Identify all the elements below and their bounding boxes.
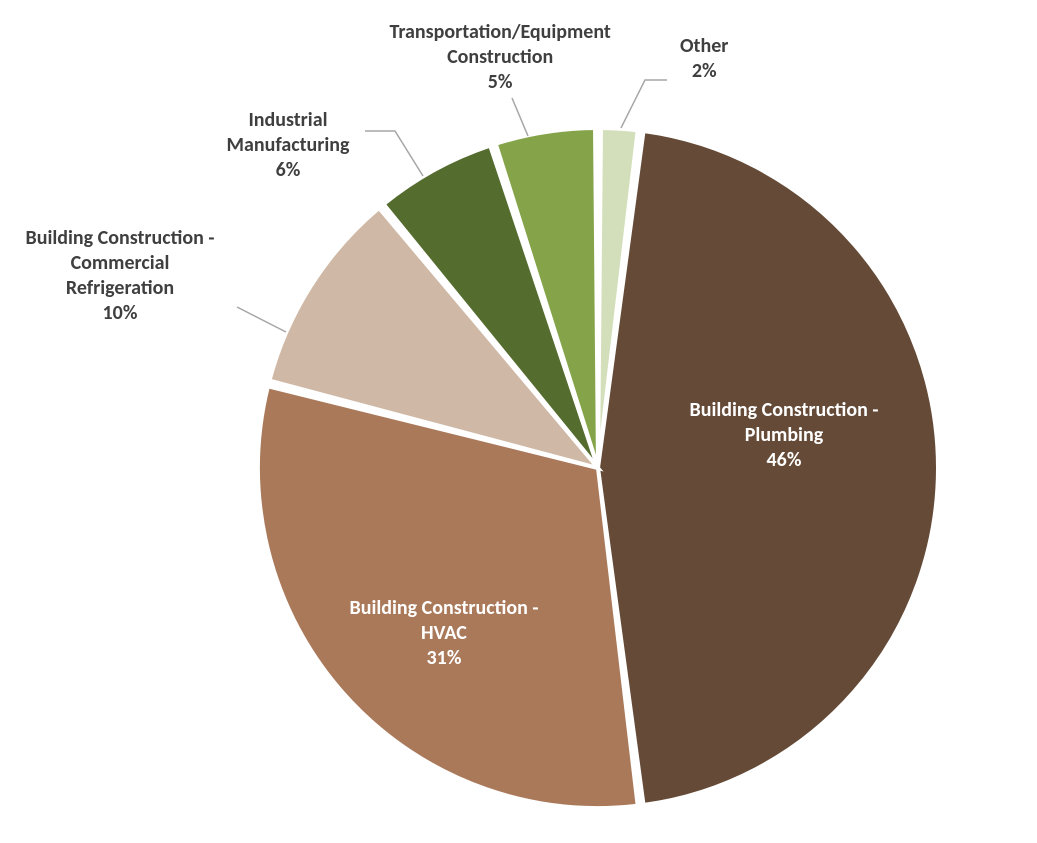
pie-chart: Other 2% Building Construction - Plumbing… [0, 0, 1037, 843]
pie-svg [0, 0, 1037, 843]
slice-label: Transportation/Equipment Construction 5% [390, 20, 611, 95]
slice-label: Building Construction - Plumbing 46% [690, 398, 879, 473]
leader-line [512, 98, 528, 136]
leader-line [621, 80, 667, 128]
slice-label: Industrial Manufacturing 6% [227, 108, 350, 183]
leader-line [237, 307, 286, 332]
slice-label: Other 2% [680, 34, 728, 84]
slice-label: Building Construction - HVAC 31% [350, 596, 539, 671]
leader-line [365, 131, 423, 176]
slice-label: Building Construction - Commercial Refri… [26, 226, 215, 326]
